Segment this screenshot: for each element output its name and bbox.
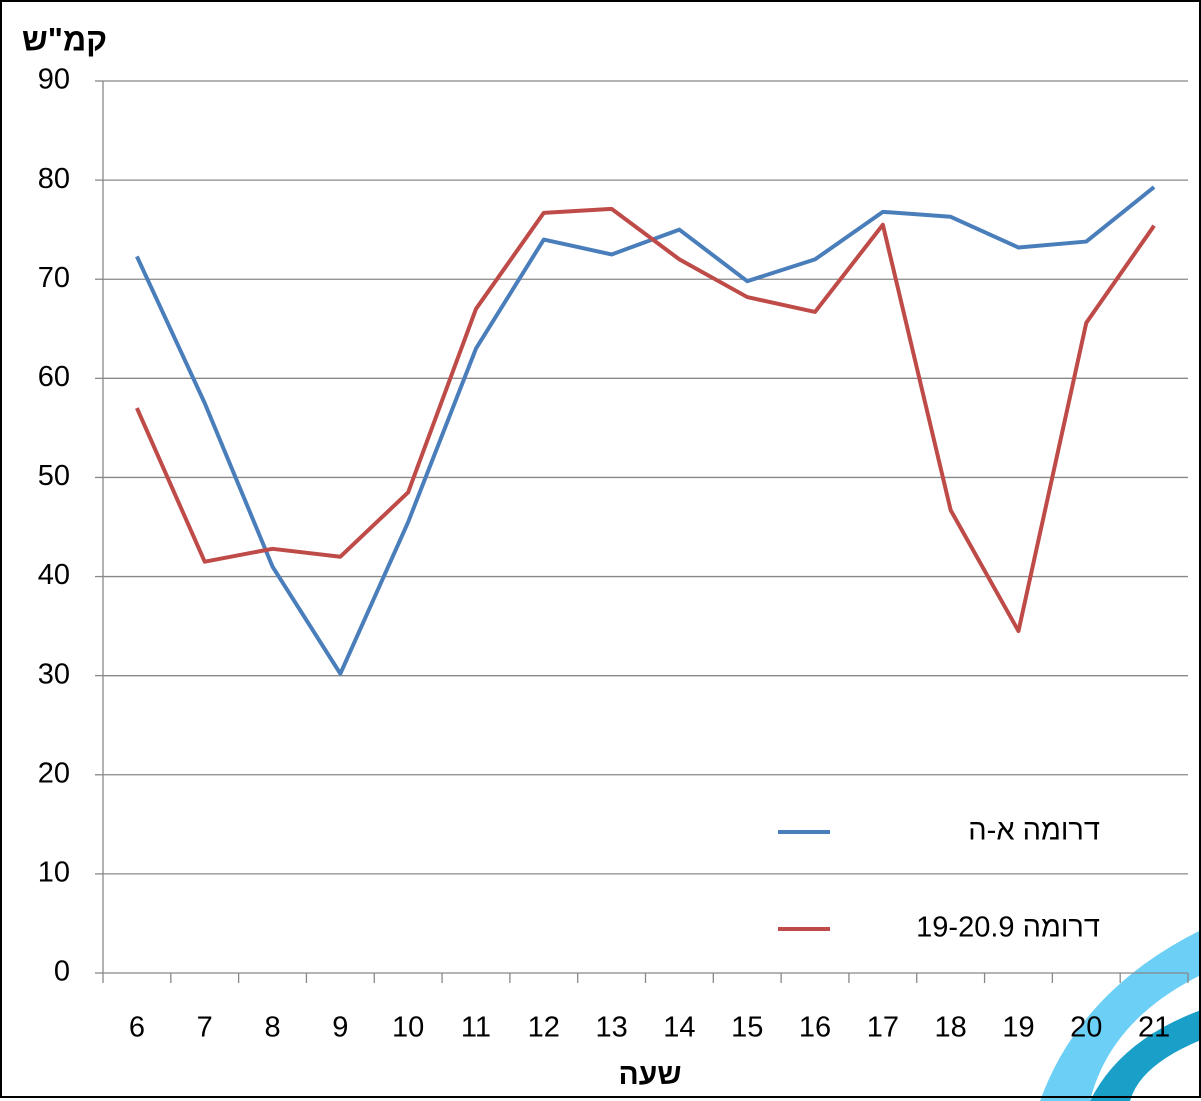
x-tick-label: 14	[663, 1012, 695, 1044]
y-tick-label: 30	[38, 658, 70, 690]
y-tick-label: 10	[38, 857, 70, 889]
y-tick-label: 60	[38, 361, 70, 393]
y-tick-label: 70	[38, 262, 70, 294]
x-tick-label: 12	[528, 1012, 560, 1044]
legend-label: דרומה א-ה	[968, 815, 1100, 847]
y-tick-label: 90	[38, 64, 70, 96]
x-tick-label: 13	[595, 1012, 627, 1044]
y-axis-title: קמ"ש	[22, 21, 107, 57]
y-tick-label: 40	[38, 559, 70, 591]
x-tick-label: 16	[799, 1012, 831, 1044]
x-tick-label: 10	[392, 1012, 424, 1044]
x-tick-label: 11	[461, 1012, 491, 1044]
x-tick-label: 15	[731, 1012, 763, 1044]
y-tick-label: 20	[38, 757, 70, 789]
x-tick-label: 6	[129, 1012, 145, 1044]
y-tick-label: 0	[54, 956, 70, 988]
x-tick-label: 21	[1138, 1012, 1170, 1044]
x-tick-label: 17	[867, 1012, 899, 1044]
series-line	[135, 185, 1156, 676]
legend-label: דרומה 19-20.9	[916, 912, 1100, 944]
decoration	[1090, 1010, 1201, 1101]
y-tick-label: 50	[38, 460, 70, 492]
series-line	[135, 206, 1156, 634]
x-tick-label: 7	[197, 1012, 213, 1044]
x-axis-title: שעה	[619, 1058, 682, 1091]
x-tick-label: 20	[1070, 1012, 1102, 1044]
x-tick-label: 8	[264, 1012, 280, 1044]
x-tick-label: 19	[1002, 1012, 1034, 1044]
y-tick-label: 80	[38, 163, 70, 195]
x-tick-label: 18	[935, 1012, 967, 1044]
x-tick-label: 9	[332, 1012, 348, 1044]
